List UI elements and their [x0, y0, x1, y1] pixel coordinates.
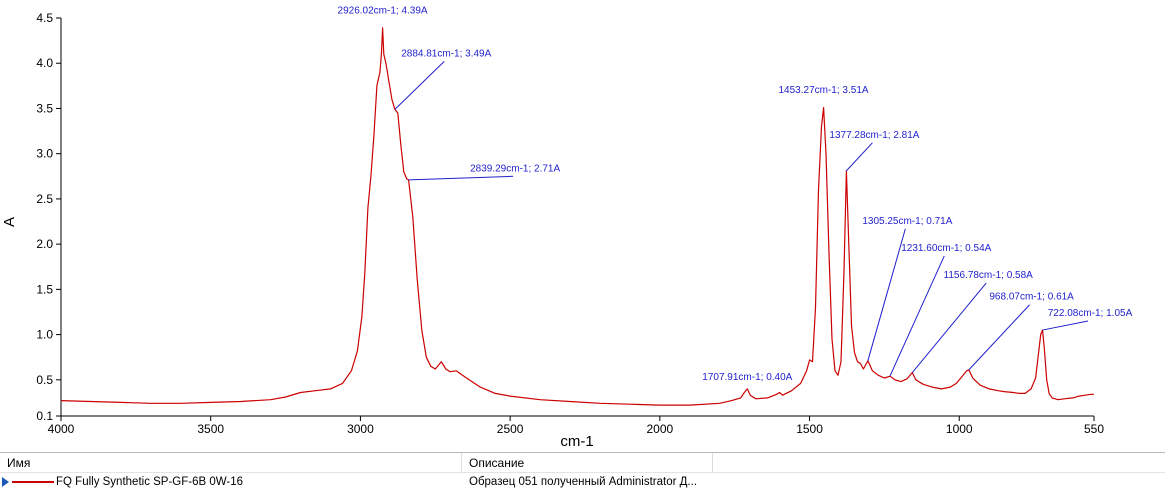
legend-table-header: Имя Описание [0, 453, 1165, 473]
peak-annotation-label: 2839.29cm-1; 2.71A [470, 163, 560, 174]
x-tick-label: 3500 [197, 422, 224, 436]
y-tick-label: 2.5 [36, 192, 53, 206]
annotation-leader [911, 282, 987, 373]
spectrum-chart: 0.1 0.5 1.0 1.5 2.0 2.5 3.0 3.5 4.0 4.5 4000 3500 30… [1, 5, 1133, 450]
arrow-right-icon [2, 477, 9, 487]
series-color-swatch [12, 481, 54, 483]
x-tick-label: 2500 [497, 422, 524, 436]
peak-annotation-label: 2926.02cm-1; 4.39A [338, 5, 428, 16]
series-name-cell: FQ Fully Synthetic SP-GF-6B 0W-16 [56, 476, 244, 488]
y-axis-title: A [1, 217, 18, 227]
spectrum-series [60, 27, 1094, 406]
annotation-leader [968, 304, 1030, 371]
y-tick-label: 0.5 [36, 373, 53, 387]
y-tick-label: 0.1 [36, 409, 53, 423]
y-tick-label: 4.5 [36, 11, 53, 25]
annotation-leader [394, 61, 445, 110]
annotation-leader [1042, 320, 1089, 331]
y-tick-label: 1.5 [36, 282, 53, 296]
y-tick-label: 1.0 [36, 328, 53, 342]
x-tick-label: 1500 [796, 422, 823, 436]
y-tick-label: 2.0 [36, 237, 53, 251]
y-tick-label: 4.0 [36, 56, 53, 70]
peak-annotation-label: 1231.60cm-1; 0.54A [901, 243, 991, 254]
y-tick-label: 3.5 [36, 101, 53, 115]
table-row[interactable]: FQ Fully Synthetic SP-GF-6B 0W-16 Образе… [0, 473, 1165, 491]
x-tick-label: 4000 [48, 422, 75, 436]
column-header-name[interactable]: Имя [0, 453, 462, 472]
spectrum-line [60, 27, 1094, 406]
axes: 0.1 0.5 1.0 1.5 2.0 2.5 3.0 3.5 4.0 4.5 4000 3500 30… [36, 11, 1104, 436]
peak-annotations: 2926.02cm-1; 4.39A 2884.81cm-1; 3.49A 2839… [338, 5, 1133, 382]
x-tick-label: 2000 [646, 422, 673, 436]
x-tick-label: 550 [1084, 422, 1104, 436]
series-description-cell: Образец 051 полученный Administrator Д..… [469, 476, 698, 488]
x-tick-label: 1000 [946, 422, 973, 436]
legend-table: Имя Описание FQ Fully Synthetic SP-GF-6B… [0, 452, 1165, 491]
annotation-leader [845, 142, 873, 172]
peak-annotation-label: 2884.81cm-1; 3.49A [401, 48, 491, 59]
peak-annotation-label: 722.08cm-1; 1.05A [1048, 308, 1133, 319]
peak-annotation-label: 1377.28cm-1; 2.81A [829, 130, 919, 141]
peak-annotation-label: 1707.91cm-1; 0.40A [702, 372, 792, 383]
peak-annotation-label: 1156.78cm-1; 0.58A [944, 270, 1034, 281]
column-header-description[interactable]: Описание [462, 453, 713, 472]
peak-annotation-label: 1453.27cm-1; 3.51A [779, 85, 869, 96]
annotation-leader [408, 175, 514, 181]
peak-annotation-label: 1305.25cm-1; 0.71A [862, 216, 952, 227]
annotation-leader [889, 255, 945, 377]
annotation-leader [867, 228, 906, 361]
peak-annotation-label: 968.07cm-1; 0.61A [989, 292, 1074, 303]
y-tick-label: 3.0 [36, 147, 53, 161]
x-axis-title: cm-1 [560, 433, 593, 450]
x-tick-label: 3000 [347, 422, 374, 436]
chart-svg: 0.1 0.5 1.0 1.5 2.0 2.5 3.0 3.5 4.0 4.5 4000 3500 30… [1, 5, 1133, 450]
